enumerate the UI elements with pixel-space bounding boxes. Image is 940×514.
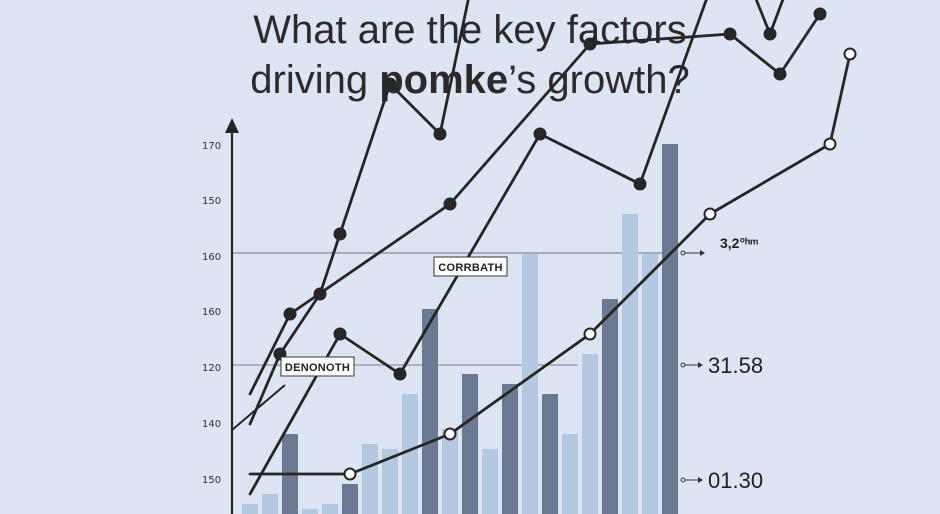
bar [562, 434, 578, 514]
bar [322, 504, 338, 514]
data-point [443, 427, 457, 441]
axes [225, 118, 239, 514]
y-tick-label: 150 [202, 475, 221, 486]
callout-corrbath-label: CORRBATH [438, 262, 503, 274]
right-label-1-text: 3,2°ʰᵐ [720, 235, 758, 251]
data-point [383, 77, 397, 91]
bar [242, 504, 258, 514]
line-series-3 [248, 0, 785, 496]
data-point [343, 467, 357, 481]
right-label-3-text: 01.30 [708, 468, 763, 493]
y-axis-arrowhead [225, 118, 239, 133]
line-series-4 [248, 47, 857, 481]
callout-denonoth-label: DENONOTH [285, 362, 350, 374]
bar [662, 144, 678, 514]
title-suffix: ’s growth? [508, 58, 690, 102]
data-point [773, 67, 787, 81]
data-point [813, 7, 827, 21]
bar [502, 384, 518, 514]
series-line [248, 0, 785, 496]
bar [442, 429, 458, 514]
bar [382, 449, 398, 514]
y-tick-label: 140 [202, 419, 221, 430]
right-label-1: 3,2°ʰᵐ [680, 235, 758, 256]
bar [362, 444, 378, 514]
right-label-3: 01.30 [680, 468, 763, 493]
data-point [443, 197, 457, 211]
bar [622, 214, 638, 514]
data-point [763, 27, 777, 41]
data-point [333, 227, 347, 241]
data-point [633, 177, 647, 191]
callout-denonoth: DENONOTH [231, 356, 355, 431]
right-label-2-text: 31.58 [708, 353, 763, 378]
y-axis-ticks: 170 150 160 160 120 140 150 [202, 141, 221, 486]
line-series-2 [248, 7, 827, 396]
bar [262, 494, 278, 514]
callout-corrbath: CORRBATH [433, 256, 508, 277]
bar [342, 484, 358, 514]
y-tick-label: 150 [202, 196, 221, 207]
title-prefix: driving [250, 58, 380, 102]
bar [402, 394, 418, 514]
data-point [823, 137, 837, 151]
line-series-1 [248, 0, 470, 426]
data-point [393, 367, 407, 381]
bar [542, 394, 558, 514]
data-point [723, 27, 737, 41]
y-tick-label: 120 [202, 363, 221, 374]
bar [522, 254, 538, 514]
data-point [433, 127, 447, 141]
chart-title-line-2: driving pomke’s growth? [0, 56, 940, 104]
bar [602, 299, 618, 514]
bar [642, 254, 658, 514]
data-point [533, 127, 547, 141]
data-point [843, 47, 857, 61]
bar [302, 509, 318, 514]
y-tick-label: 170 [202, 141, 221, 152]
y-tick-label: 160 [202, 252, 221, 263]
chart-title-line-1: What are the key factors [253, 8, 687, 52]
data-point [333, 327, 347, 341]
data-point [583, 37, 597, 51]
data-point [283, 307, 297, 321]
bar-series [242, 144, 678, 514]
data-point [703, 207, 717, 221]
right-label-2: 31.58 [680, 353, 763, 378]
line-series [248, 0, 857, 496]
bar [422, 309, 438, 514]
bar [462, 374, 478, 514]
bar [482, 449, 498, 514]
y-tick-label: 160 [202, 307, 221, 318]
data-point [583, 327, 597, 341]
bar [582, 354, 598, 514]
